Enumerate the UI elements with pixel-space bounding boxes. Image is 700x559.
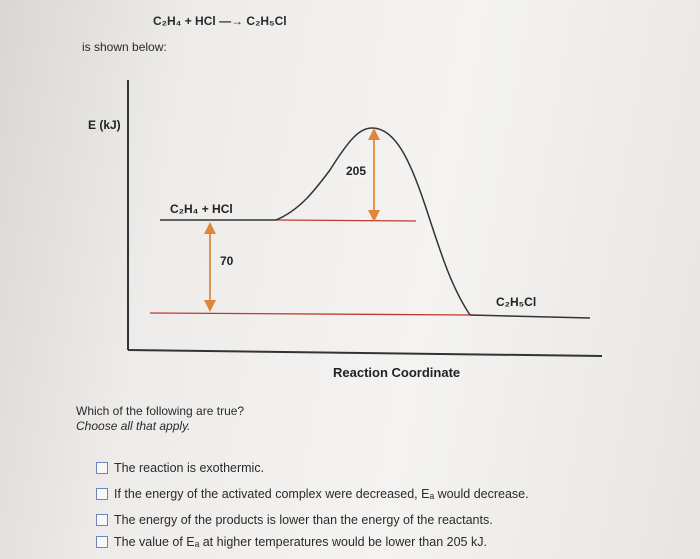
checkbox[interactable] [96,514,108,526]
energy-diagram: E (kJ) C₂H₄ + HCl 205 70 C₂H₅Cl Reaction… [88,80,603,380]
energy-curve [275,127,471,316]
x-axis [127,349,603,357]
intro: is shown below: [82,40,167,54]
question-instruction: Choose all that apply. [76,419,191,433]
option[interactable]: The value of Eₐ at higher temperatures w… [96,535,487,549]
label-bg [344,161,372,179]
option-text: The energy of the products is lower than… [114,513,493,527]
option-text: The value of Eₐ at higher temperatures w… [114,535,487,549]
product-ref-line [149,312,471,316]
activation-label: 205 [346,164,366,178]
question-prompt: Which of the following are true? [76,404,245,418]
enthalpy-label: 70 [220,254,234,268]
equation: C₂H₄ + HCl —→ C₂H₅Cl [153,14,287,28]
option[interactable]: The energy of the products is lower than… [96,513,493,527]
arrow: —→ [219,14,244,28]
reactants-label: C₂H₄ + HCl [170,202,233,216]
y-axis-label: E (kJ) [88,118,121,132]
checkbox[interactable] [96,488,108,500]
option[interactable]: The reaction is exothermic. [96,461,264,475]
equation-products: C₂H₅Cl [246,14,287,28]
option-text: The reaction is exothermic. [114,461,265,475]
checkbox[interactable] [96,536,108,548]
checkbox[interactable] [96,462,108,474]
x-axis-label: Reaction Coordinate [333,365,460,380]
products-label: C₂H₅Cl [496,295,536,309]
option-text: If the energy of the activated complex w… [114,487,529,501]
equation-reactants: C₂H₄ + HCl [153,14,216,28]
product-level [469,314,591,319]
option[interactable]: If the energy of the activated complex w… [96,487,529,501]
reactant-ref-line [275,219,417,222]
